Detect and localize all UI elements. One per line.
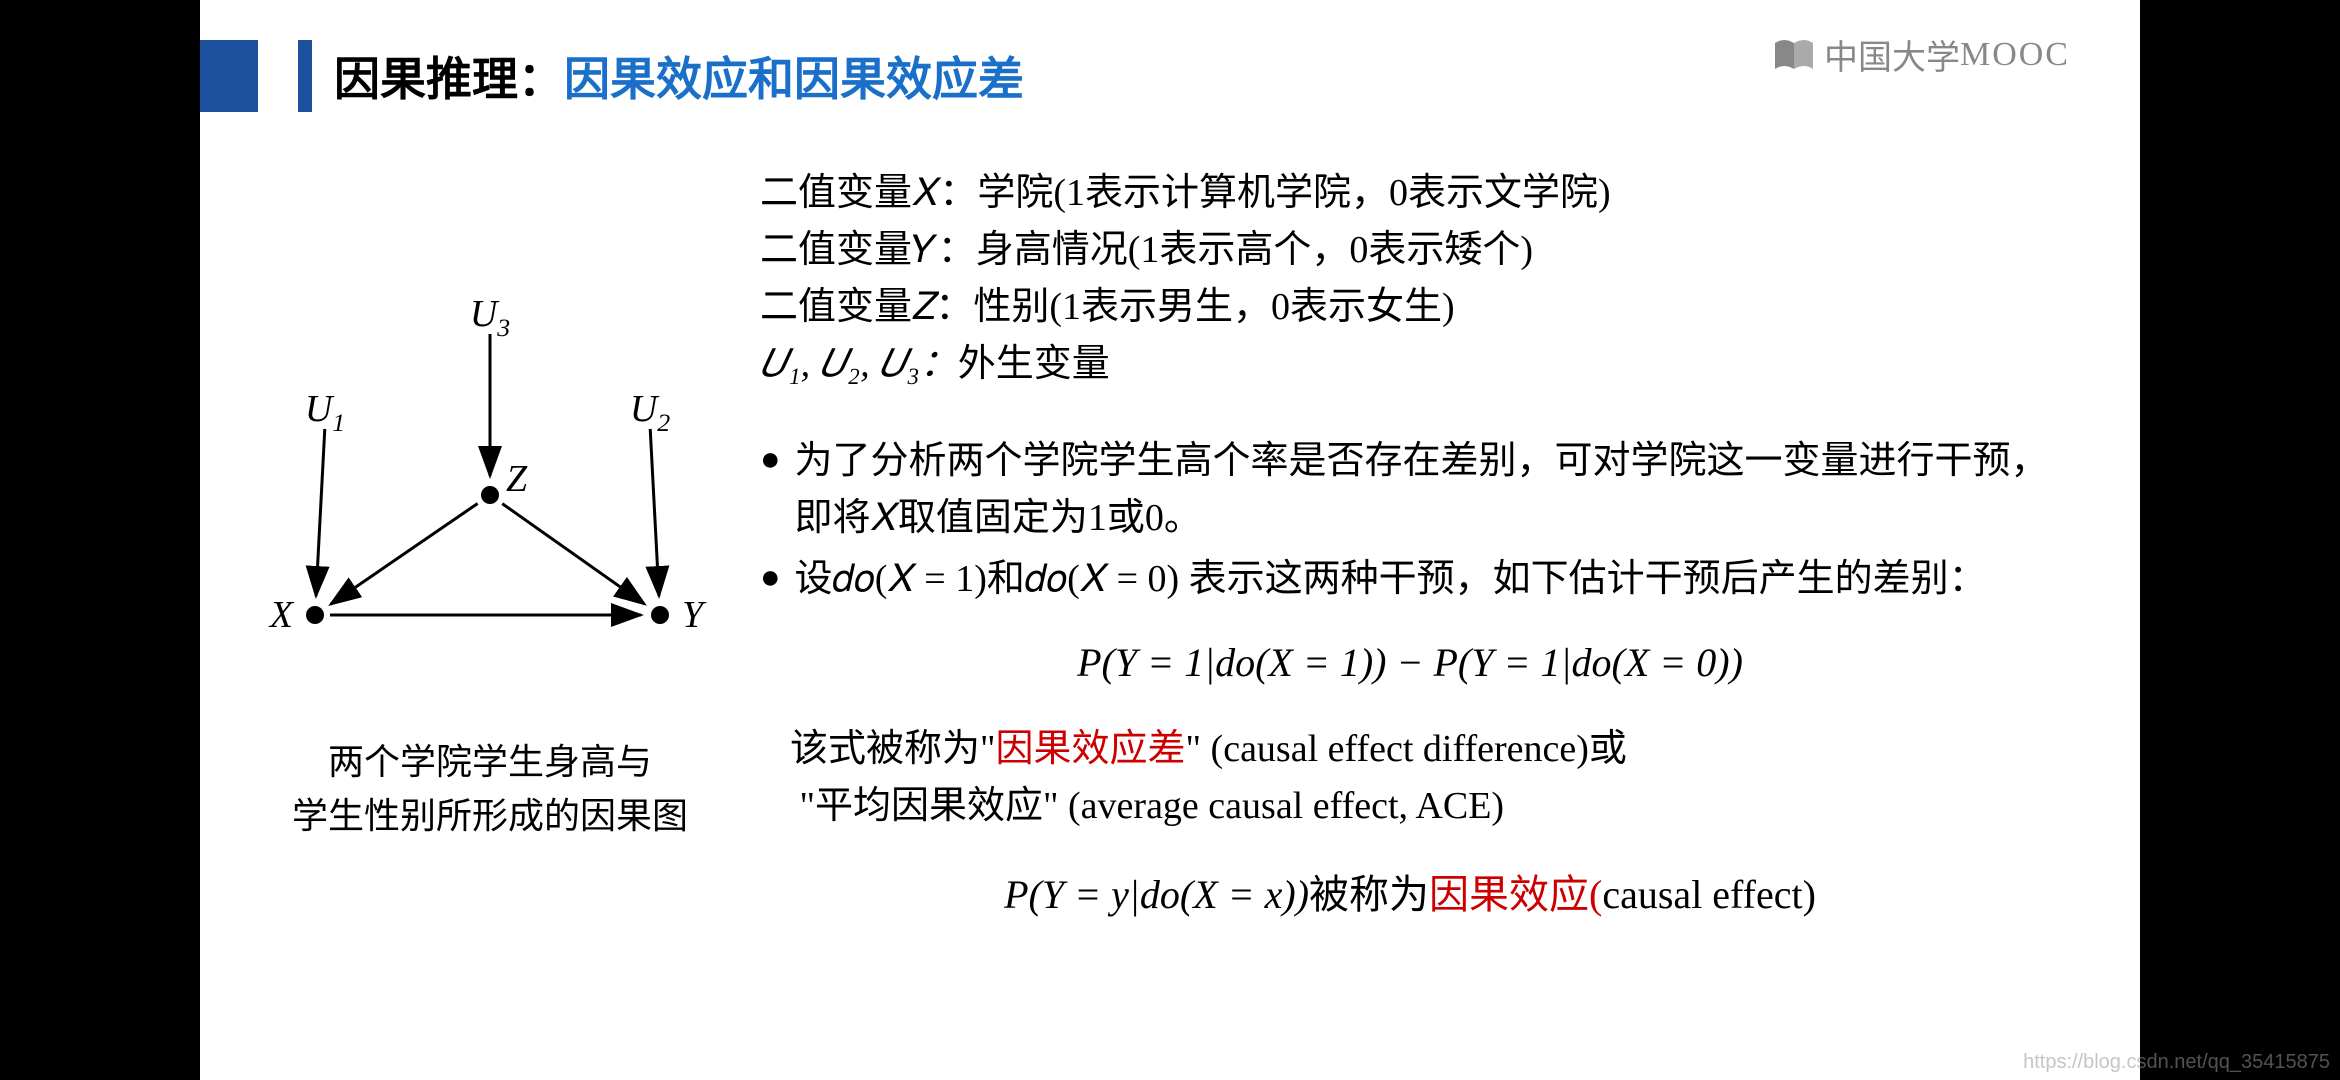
bullet-dot: ● [760, 551, 781, 608]
description: 该式被称为"因果效应差" (causal effect difference)或… [790, 721, 2060, 835]
def-u: 𝑈₁, 𝑈₂, 𝑈₃：外生变量 [760, 336, 2060, 393]
diagram-container: U1 U2 U3 X Y Z 两个学院学生身高与 学生性别所形成的因果图 [240, 270, 740, 843]
mooc-logo: 中国大学MOOC [1772, 30, 2070, 79]
accent-bar [298, 40, 312, 112]
causal-diagram: U1 U2 U3 X Y Z [240, 270, 740, 710]
bullet-dot: ● [760, 433, 781, 547]
slide-title: 因果推理：因果效应和因果效应差 [334, 43, 1024, 109]
def-y: 二值变量𝑌：身高情况(1表示高个，0表示矮个) [760, 222, 2060, 279]
content: 二值变量𝑋：学院(1表示计算机学院，0表示文学院) 二值变量𝑌：身高情况(1表示… [760, 165, 2060, 925]
logo-text2: MOOC [1960, 36, 2070, 74]
header: 因果推理：因果效应和因果效应差 [200, 40, 1024, 112]
formula-ace: P(Y = 1|do(X = 1)) − P(Y = 1|do(X = 0)) [760, 633, 2060, 693]
def-z: 二值变量𝑍：性别(1表示男生，0表示女生) [760, 279, 2060, 336]
bullet-1: ● 为了分析两个学院学生高个率是否存在差别，可对学院这一变量进行干预，即将𝑋取值… [760, 433, 2060, 547]
desc-red: 因果效应差 [996, 728, 1186, 770]
svg-text:X: X [268, 594, 295, 636]
svg-text:Z: Z [506, 458, 528, 500]
definitions: 二值变量𝑋：学院(1表示计算机学院，0表示文学院) 二值变量𝑌：身高情况(1表示… [760, 165, 2060, 393]
logo-text1: 中国大学 [1824, 30, 1960, 79]
accent-block [200, 40, 258, 112]
diagram-caption: 两个学院学生身高与 学生性别所形成的因果图 [240, 735, 740, 843]
svg-text:U3: U3 [470, 293, 510, 342]
title-main: 因果效应和因果效应差 [564, 54, 1024, 105]
def-x: 二值变量𝑋：学院(1表示计算机学院，0表示文学院) [760, 165, 2060, 222]
caption-line2: 学生性别所形成的因果图 [292, 796, 688, 836]
title-prefix: 因果推理： [334, 54, 564, 105]
watermark: https://blog.csdn.net/qq_35415875 [2023, 1051, 2330, 1074]
desc-p2: "平均因果效应" (average causal effect, ACE) [800, 785, 1505, 827]
slide: 因果推理：因果效应和因果效应差 中国大学MOOC U1 U2 U3 X Y Z 两个学院学… [200, 0, 2140, 1080]
book-icon [1772, 37, 1816, 73]
desc-b: " (causal effect difference)或 [1186, 728, 1627, 770]
svg-text:Y: Y [682, 594, 707, 636]
bullet-1-text: 为了分析两个学院学生高个率是否存在差别，可对学院这一变量进行干预，即将𝑋取值固定… [795, 433, 2060, 547]
svg-text:U2: U2 [630, 388, 670, 437]
formula-ce: P(Y = y|do(X = x))被称为因果效应(causal effect) [760, 865, 2060, 925]
caption-line1: 两个学院学生身高与 [328, 742, 652, 782]
svg-text:U1: U1 [305, 388, 345, 437]
desc-a: 该式被称为" [790, 728, 996, 770]
bullet-2: ● 设𝑑𝑜(𝑋 = 1)和𝑑𝑜(𝑋 = 0) 表示这两种干预，如下估计干预后产生… [760, 551, 2060, 608]
bullet-list: ● 为了分析两个学院学生高个率是否存在差别，可对学院这一变量进行干预，即将𝑋取值… [760, 433, 2060, 608]
bullet-2-text: 设𝑑𝑜(𝑋 = 1)和𝑑𝑜(𝑋 = 0) 表示这两种干预，如下估计干预后产生的差… [795, 551, 2060, 608]
